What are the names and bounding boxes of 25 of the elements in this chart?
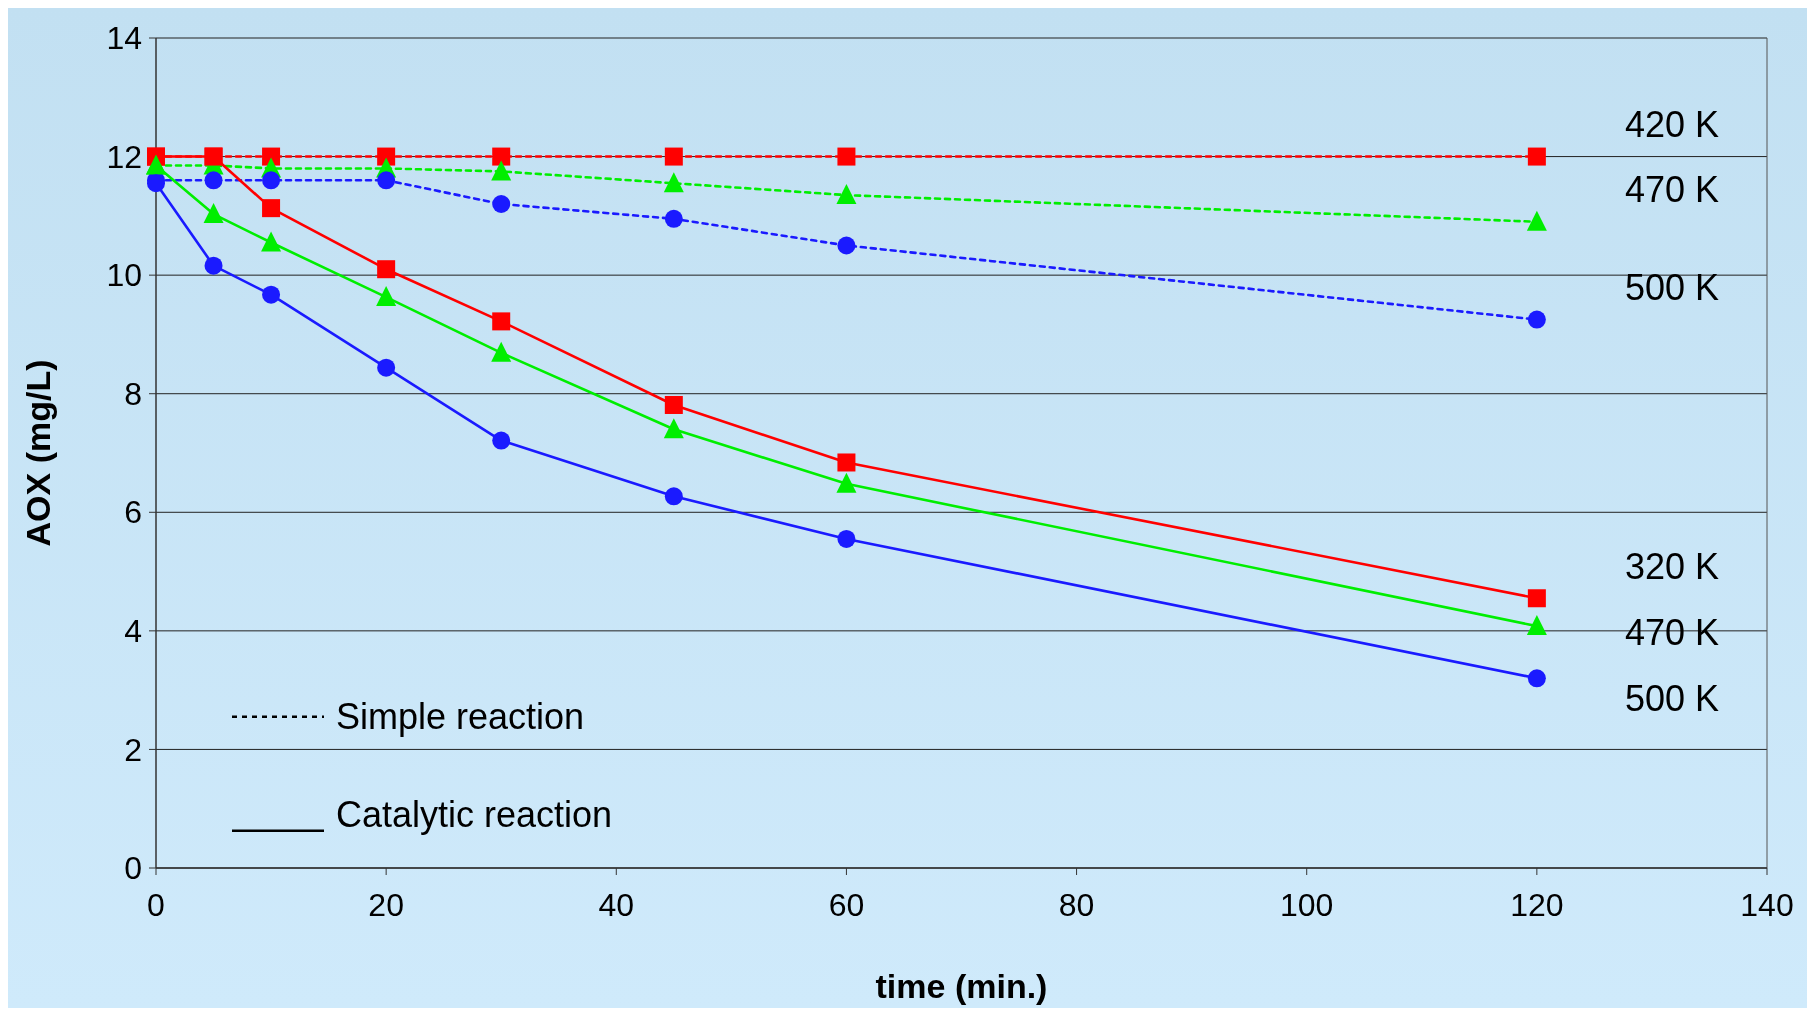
- text: 500 K: [1624, 267, 1719, 309]
- text: 320 K: [1624, 545, 1719, 587]
- x-tick-label: 140: [1740, 887, 1794, 923]
- y-axis-title: AOX (mg/L): [19, 359, 57, 547]
- x-tick-label: 0: [147, 887, 165, 923]
- x-tick-label: 80: [1058, 887, 1095, 923]
- x-tick-label: 20: [368, 887, 404, 923]
- x-tick-label: 60: [828, 887, 865, 923]
- y-tick-label: 14: [106, 20, 142, 57]
- text: 420 K: [1624, 104, 1719, 146]
- annotation: Catalytic reaction: [336, 794, 613, 836]
- y-tick-label: 4: [124, 613, 142, 650]
- y-tick-label: 12: [106, 138, 142, 175]
- y-tick-label: 2: [124, 731, 142, 768]
- x-tick-label: 40: [598, 887, 635, 923]
- x-tick-label: 120: [1510, 887, 1564, 923]
- y-tick-label: 0: [124, 850, 142, 887]
- annotation: Simple reaction: [336, 696, 585, 738]
- y-tick-label: 6: [124, 494, 142, 531]
- text: 470 K: [1624, 169, 1719, 211]
- x-axis-title: time (min.): [875, 967, 1048, 1005]
- text: 500 K: [1624, 677, 1719, 719]
- y-tick-label: 10: [106, 257, 142, 294]
- y-tick-label: 8: [124, 375, 142, 412]
- x-tick-label: 100: [1280, 887, 1334, 923]
